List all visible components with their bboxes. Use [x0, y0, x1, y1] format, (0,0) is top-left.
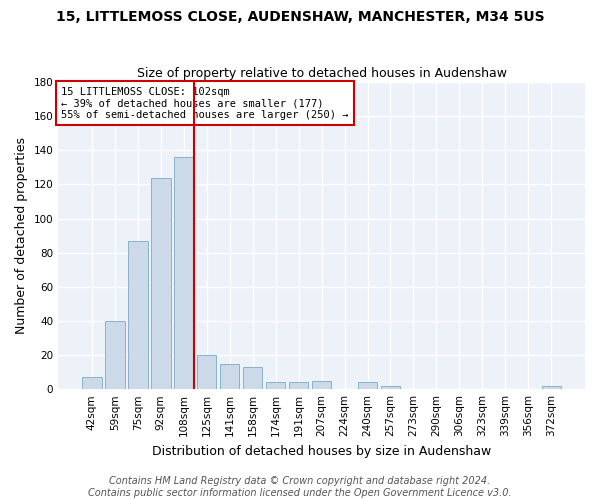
Bar [220, 364, 239, 389]
Title: Size of property relative to detached houses in Audenshaw: Size of property relative to detached ho… [137, 66, 506, 80]
X-axis label: Distribution of detached houses by size in Audenshaw: Distribution of detached houses by size … [152, 444, 491, 458]
Text: 15 LITTLEMOSS CLOSE: 102sqm
← 39% of detached houses are smaller (177)
55% of se: 15 LITTLEMOSS CLOSE: 102sqm ← 39% of det… [61, 86, 349, 120]
Bar [197, 355, 217, 389]
Text: 15, LITTLEMOSS CLOSE, AUDENSHAW, MANCHESTER, M34 5US: 15, LITTLEMOSS CLOSE, AUDENSHAW, MANCHES… [56, 10, 544, 24]
Y-axis label: Number of detached properties: Number of detached properties [15, 137, 28, 334]
Bar [542, 386, 561, 389]
Bar [289, 382, 308, 389]
Bar [151, 178, 170, 389]
Bar [243, 367, 262, 389]
Text: Contains HM Land Registry data © Crown copyright and database right 2024.
Contai: Contains HM Land Registry data © Crown c… [88, 476, 512, 498]
Bar [174, 157, 194, 389]
Bar [358, 382, 377, 389]
Bar [266, 382, 286, 389]
Bar [128, 240, 148, 389]
Bar [312, 380, 331, 389]
Bar [381, 386, 400, 389]
Bar [105, 321, 125, 389]
Bar [82, 377, 101, 389]
